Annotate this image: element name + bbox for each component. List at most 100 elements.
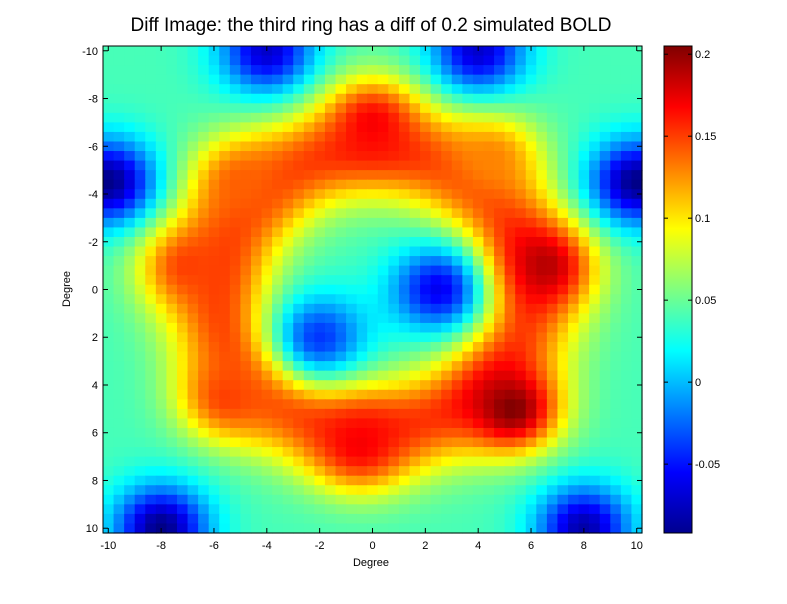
heatmap-cell: [166, 170, 178, 181]
heatmap-cell: [229, 65, 241, 76]
heatmap-cell: [335, 275, 347, 286]
heatmap-cell: [250, 256, 263, 267]
heatmap-cell: [176, 523, 189, 534]
heatmap-cell: [620, 418, 633, 429]
heatmap-cell: [346, 112, 358, 123]
heatmap-cell: [367, 494, 379, 505]
heatmap-cell: [599, 523, 611, 534]
heatmap-cell: [546, 523, 559, 534]
heatmap-cell: [103, 485, 115, 496]
heatmap-cell: [145, 275, 157, 286]
heatmap-cell: [240, 427, 252, 439]
heatmap-cell: [557, 427, 569, 439]
heatmap-cell: [261, 189, 273, 200]
heatmap-cell: [398, 389, 411, 400]
heatmap-cell: [346, 351, 358, 362]
heatmap-cell: [515, 342, 527, 353]
heatmap-cell: [578, 246, 590, 257]
heatmap-cell: [568, 74, 580, 85]
heatmap-cell: [546, 351, 559, 362]
heatmap-cell: [377, 494, 389, 505]
heatmap-cell: [494, 447, 506, 458]
heatmap-cell: [515, 189, 527, 200]
heatmap-cell: [303, 131, 315, 143]
heatmap-cell: [568, 370, 580, 381]
heatmap-cell: [293, 141, 305, 152]
y-tick-label: -4: [88, 189, 98, 201]
heatmap-cell: [240, 504, 252, 515]
heatmap-cell: [166, 84, 178, 95]
heatmap-cell: [124, 303, 136, 314]
heatmap-cell: [451, 523, 463, 534]
heatmap-cell: [103, 389, 115, 400]
heatmap-cell: [124, 112, 136, 123]
heatmap-cell: [272, 494, 284, 505]
heatmap-cell: [525, 246, 537, 257]
heatmap-cell: [557, 141, 569, 152]
heatmap-cell: [578, 55, 590, 66]
heatmap-cell: [462, 513, 474, 525]
heatmap-cell: [472, 151, 485, 162]
heatmap-cell: [589, 513, 601, 525]
x-tick-label: -4: [262, 540, 272, 552]
heatmap-cell: [398, 170, 411, 181]
heatmap-cell: [335, 494, 347, 505]
heatmap-cell: [187, 399, 199, 410]
heatmap-cell: [420, 456, 432, 467]
heatmap-cell: [272, 399, 284, 410]
heatmap-cell: [546, 466, 559, 477]
heatmap-cell: [430, 265, 442, 276]
heatmap-cell: [441, 275, 453, 286]
heatmap-cell: [536, 217, 548, 229]
heatmap-cell: [198, 399, 210, 410]
heatmap-cell: [441, 361, 453, 372]
heatmap-cell: [472, 447, 485, 458]
heatmap-cell: [578, 217, 590, 229]
heatmap-cell: [240, 227, 252, 238]
x-tick-label: -2: [315, 540, 325, 552]
heatmap-cell: [208, 284, 220, 295]
heatmap-cell: [451, 303, 463, 314]
heatmap-cell: [462, 208, 474, 219]
heatmap-cell: [113, 217, 125, 229]
heatmap-cell: [589, 408, 601, 420]
heatmap-cell: [451, 246, 463, 257]
colorbar-tick-label: 0.1: [695, 213, 710, 225]
heatmap-cell: [472, 380, 485, 391]
heatmap-cell: [377, 389, 389, 400]
colorbar-tick-label: 0: [695, 377, 701, 389]
heatmap-cell: [145, 351, 157, 362]
heatmap-cell: [124, 294, 136, 305]
heatmap-cell: [430, 294, 442, 305]
heatmap-cell: [240, 380, 252, 391]
heatmap-cell: [335, 418, 347, 429]
heatmap-cell: [610, 351, 622, 362]
heatmap-cell: [145, 408, 157, 420]
heatmap-cell: [335, 322, 347, 334]
heatmap-cell: [124, 523, 136, 534]
heatmap-cell: [409, 151, 421, 162]
heatmap-cell: [176, 389, 189, 400]
heatmap-cell: [557, 265, 569, 276]
heatmap-cell: [250, 208, 263, 219]
heatmap-cell: [515, 466, 527, 477]
heatmap-cell: [430, 370, 442, 381]
heatmap-cell: [430, 93, 442, 104]
heatmap-cell: [494, 84, 506, 95]
heatmap-cell: [324, 427, 337, 439]
heatmap-cell: [578, 494, 590, 505]
heatmap-cell: [187, 466, 199, 477]
heatmap-cell: [451, 351, 463, 362]
heatmap-cell: [134, 189, 146, 200]
heatmap-cell: [261, 84, 273, 95]
heatmap-cell: [113, 74, 125, 85]
heatmap-cell: [250, 217, 263, 229]
heatmap-cell: [303, 55, 315, 66]
heatmap-cell: [346, 256, 358, 267]
heatmap-cell: [409, 494, 421, 505]
heatmap-cell: [166, 361, 178, 372]
heatmap-cell: [176, 46, 189, 57]
heatmap-cell: [377, 466, 389, 477]
heatmap-cell: [166, 93, 178, 104]
